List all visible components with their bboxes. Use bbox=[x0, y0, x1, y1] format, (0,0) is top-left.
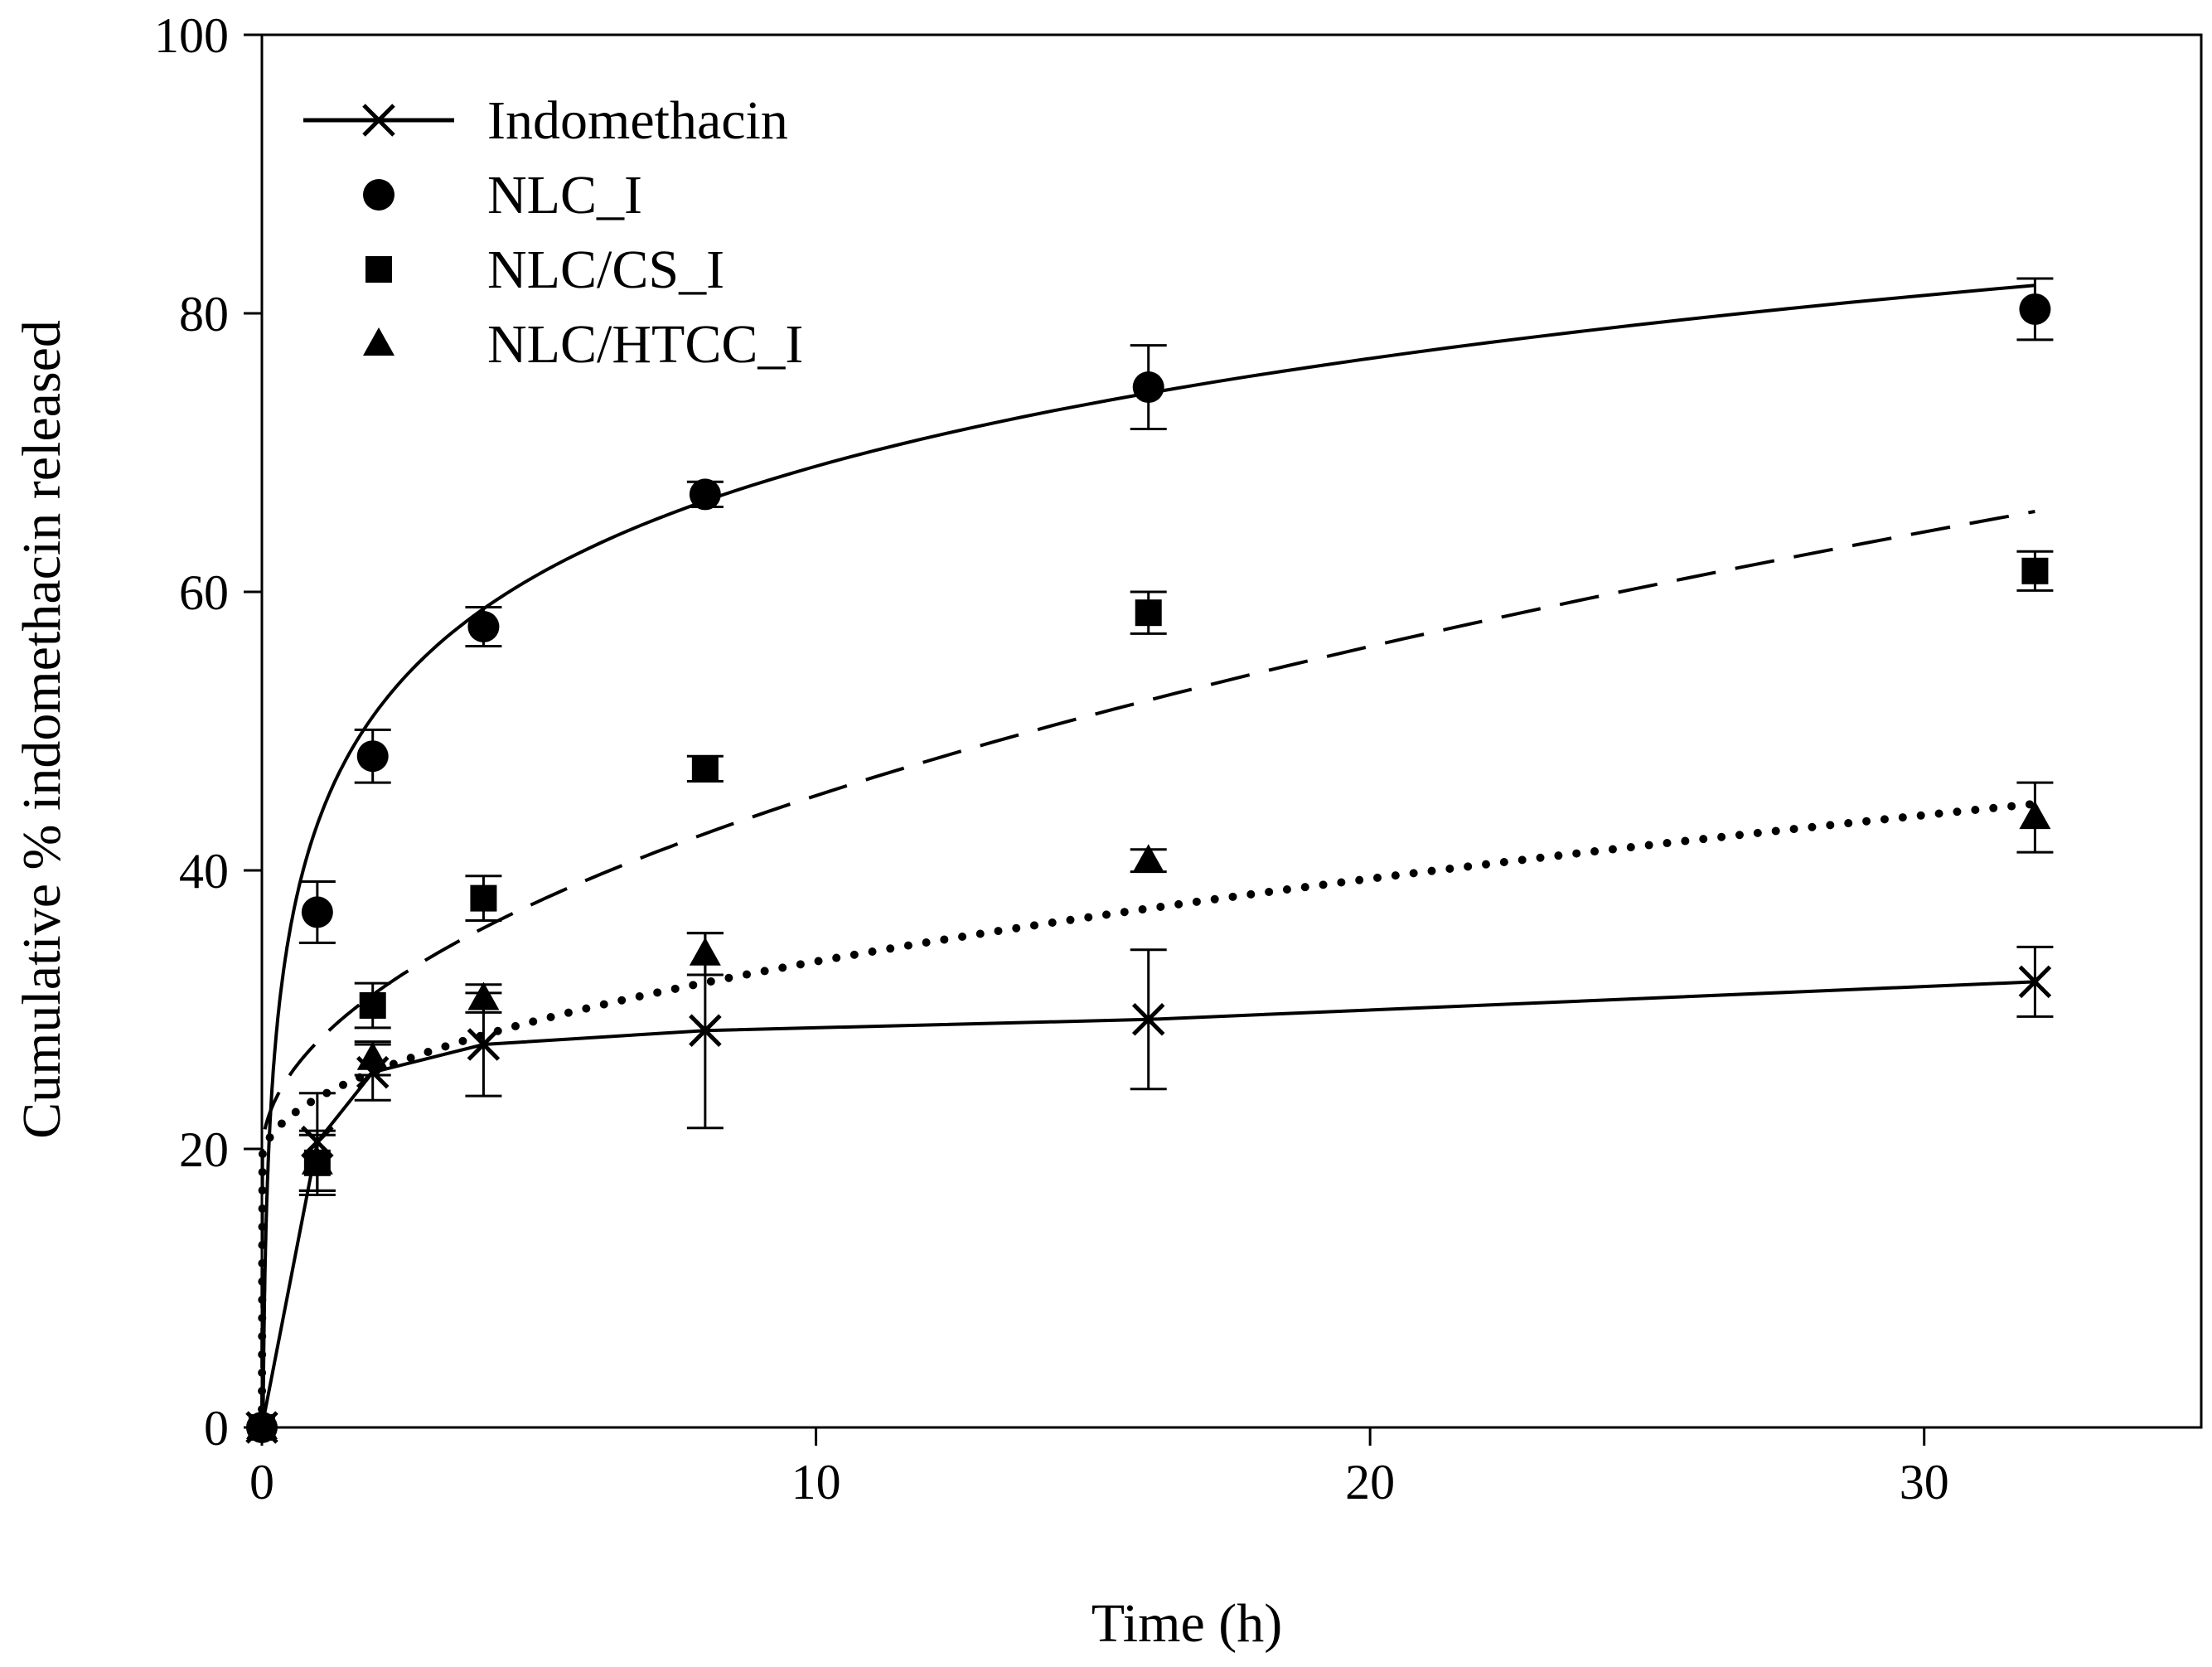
x-tick-label: 10 bbox=[791, 1455, 841, 1510]
fit-line-nlc-i bbox=[261, 283, 2035, 1429]
data-point-nlc-htcc-i bbox=[356, 1041, 389, 1070]
data-point-nlc-cs-i bbox=[359, 991, 386, 1019]
data-point-nlc-i bbox=[301, 896, 333, 928]
axes: 0 10 20 30 0 20 40 60 80 100 bbox=[154, 8, 1949, 1510]
data-point-nlc-htcc-i bbox=[1132, 844, 1164, 873]
data-point-indomethacin bbox=[1131, 1002, 1165, 1036]
plot-frame bbox=[260, 33, 2203, 1429]
data-point-nlc-cs-i bbox=[2021, 557, 2049, 584]
legend-marker bbox=[363, 327, 394, 356]
legend-label: Indomethacin bbox=[487, 90, 788, 151]
y-axis-title: Cumulative % indomethacin released bbox=[12, 320, 72, 1139]
legend-item-nlc-cs-i: NLC/CS_I bbox=[365, 240, 724, 300]
legend-marker bbox=[365, 256, 392, 283]
data-point-nlc-htcc-i bbox=[467, 981, 500, 1010]
marker-stroke bbox=[1131, 1002, 1165, 1036]
plot-area-border bbox=[260, 33, 2203, 1429]
fit-line-nlc-cs-i bbox=[260, 510, 2035, 1428]
data-point-nlc-i bbox=[467, 611, 500, 642]
data-point-nlc-cs-i bbox=[470, 884, 497, 912]
legend: Indomethacin NLC_I NLC/CS_I NLC/HTCC_I bbox=[303, 90, 803, 375]
markers bbox=[245, 293, 2052, 1444]
y-tick-label: 20 bbox=[179, 1122, 229, 1177]
data-point-nlc-i bbox=[356, 740, 389, 773]
data-point-indomethacin bbox=[2018, 965, 2052, 999]
marker-stroke bbox=[467, 1028, 501, 1061]
data-point-nlc-htcc-i bbox=[246, 1411, 278, 1439]
data-point-nlc-cs-i bbox=[1135, 599, 1162, 627]
data-point-nlc-htcc-i bbox=[2019, 801, 2051, 830]
y-tick-label: 0 bbox=[204, 1401, 229, 1456]
y-tick-label: 60 bbox=[179, 565, 229, 620]
legend-item-nlc-i: NLC_I bbox=[363, 165, 642, 225]
marker-stroke bbox=[2018, 965, 2052, 999]
x-tick-label: 0 bbox=[249, 1455, 274, 1510]
y-tick-label: 100 bbox=[154, 8, 229, 63]
data-point-nlc-i bbox=[689, 478, 721, 511]
y-tick-label: 80 bbox=[179, 287, 229, 342]
data-point-nlc-i bbox=[2019, 293, 2051, 325]
data-point-indomethacin bbox=[467, 1028, 501, 1061]
x-tick-label: 30 bbox=[1900, 1455, 1949, 1510]
legend-marker bbox=[363, 179, 394, 211]
data-point-nlc-cs-i bbox=[691, 755, 719, 783]
legend-item-indomethacin: Indomethacin bbox=[303, 90, 788, 151]
legend-marker bbox=[362, 104, 395, 137]
legend-label: NLC_I bbox=[487, 165, 642, 225]
legend-label: NLC/HTCC_I bbox=[487, 314, 803, 375]
data-point-nlc-htcc-i bbox=[689, 937, 721, 966]
data-point-indomethacin bbox=[689, 1014, 722, 1047]
data-point-nlc-htcc-i bbox=[301, 1146, 333, 1175]
legend-item-nlc-htcc-i: NLC/HTCC_I bbox=[363, 314, 803, 375]
data-point-nlc-i bbox=[1132, 371, 1164, 404]
legend-label: NLC/CS_I bbox=[487, 240, 724, 300]
x-axis-title: Time (h) bbox=[1091, 1593, 1282, 1654]
marker-stroke bbox=[689, 1014, 722, 1047]
fit-line-nlc-htcc-i bbox=[258, 799, 2040, 1432]
y-tick-label: 40 bbox=[179, 844, 229, 899]
marker-stroke bbox=[362, 104, 395, 137]
x-tick-label: 20 bbox=[1345, 1455, 1395, 1510]
